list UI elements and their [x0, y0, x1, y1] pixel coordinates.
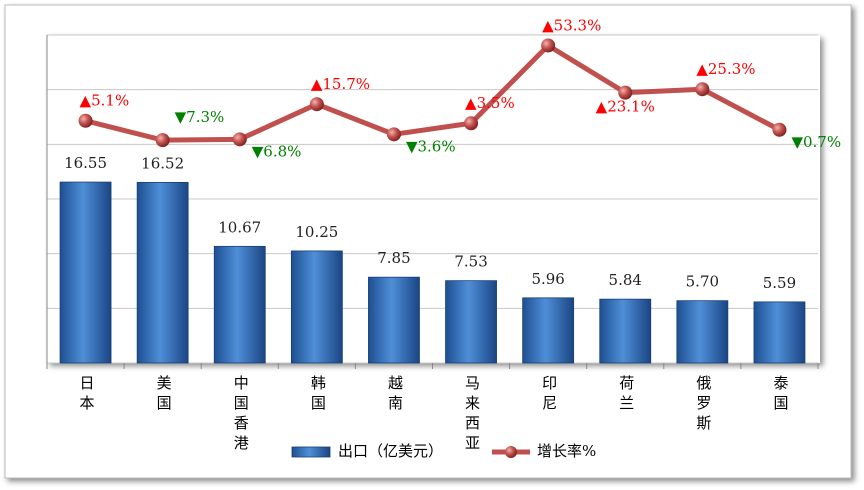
- legend-label: 增长率%: [537, 442, 596, 460]
- x-tick-label: 荷兰: [617, 375, 635, 415]
- growth-label: ▲53.3%: [542, 16, 601, 34]
- bar-value-label: 7.85: [377, 249, 410, 267]
- line-marker: [618, 85, 633, 100]
- growth-label: ▲15.7%: [311, 75, 370, 93]
- bar-value-label: 5.96: [531, 270, 564, 288]
- legend-marker-icon: [505, 446, 517, 458]
- line-marker: [386, 127, 401, 142]
- line-marker: [232, 132, 247, 147]
- x-tick-label: 马来西亚: [463, 375, 481, 455]
- growth-label: ▼6.8%: [252, 142, 302, 160]
- bar: [290, 250, 343, 364]
- line-marker: [541, 38, 556, 53]
- growth-label: ▲5.1%: [80, 92, 130, 110]
- x-tick-label: 中国香港: [232, 375, 250, 455]
- line-marker: [772, 122, 787, 137]
- x-tick-label: 韩国: [309, 375, 327, 415]
- x-tick-label: 俄罗斯: [694, 375, 712, 435]
- bar: [213, 245, 266, 364]
- line-marker: [464, 116, 479, 131]
- bar-value-label: 10.67: [218, 218, 261, 236]
- bar-value-label: 5.59: [763, 274, 796, 292]
- growth-label: ▼0.7%: [791, 133, 841, 151]
- x-tick-label: 越南: [386, 375, 404, 415]
- x-tick-label: 泰国: [771, 375, 789, 415]
- line-marker: [695, 82, 710, 97]
- bar: [59, 181, 112, 364]
- bar-value-label: 7.53: [454, 253, 487, 271]
- line: [84, 42, 781, 143]
- growth-label: ▼3.6%: [406, 137, 456, 155]
- legend-label: 出口（亿美元）: [338, 442, 443, 460]
- bar-value-label: 5.70: [686, 273, 719, 291]
- legend-bar-icon: [291, 446, 331, 458]
- bar: [753, 301, 806, 364]
- growth-label: ▲3.5%: [465, 94, 515, 112]
- x-tick-label: 日本: [78, 375, 96, 415]
- bar-value-label: 16.52: [141, 154, 184, 172]
- bar: [136, 181, 189, 364]
- x-tick-label: 印尼: [540, 375, 558, 415]
- line-marker: [78, 113, 93, 128]
- bar-value-label: 10.25: [295, 223, 338, 241]
- bar-value-label: 5.84: [609, 271, 642, 289]
- line-marker: [155, 133, 170, 148]
- growth-label: ▲23.1%: [596, 98, 655, 116]
- x-tick-label: 美国: [155, 375, 173, 415]
- line-marker: [309, 97, 324, 112]
- bar-value-label: 16.55: [64, 154, 107, 172]
- growth-label: ▲25.3%: [696, 60, 755, 78]
- bar: [676, 300, 729, 364]
- bar: [599, 298, 652, 364]
- bar: [522, 297, 575, 364]
- bar: [445, 280, 497, 364]
- growth-label: ▼7.3%: [175, 108, 225, 126]
- bar: [368, 276, 420, 364]
